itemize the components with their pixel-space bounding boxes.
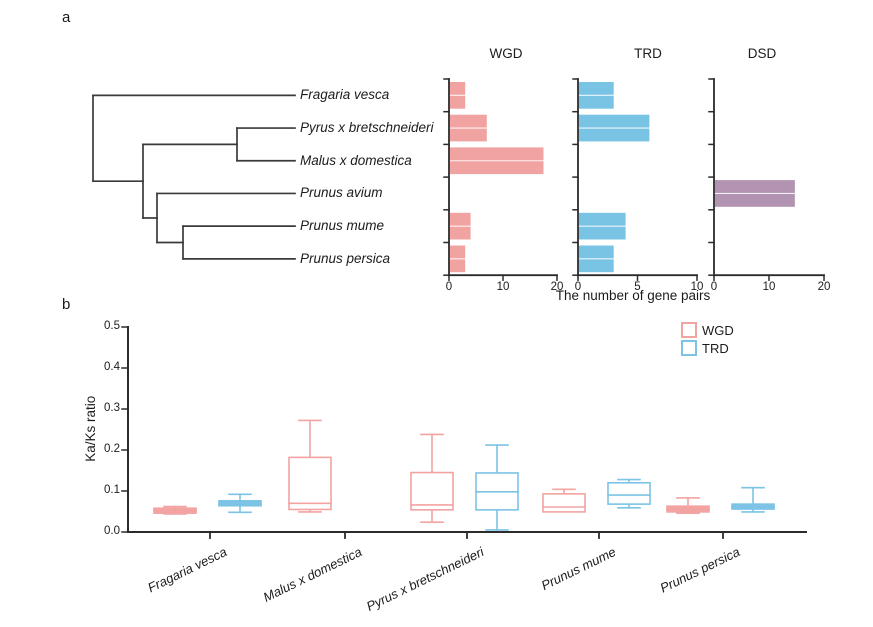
x-tick-label-trd-5: 5 [634,281,641,294]
panel-b-label: b [62,296,71,313]
legend-item-wgd: WGD [681,321,734,339]
species-label-5: Prunus persica [300,250,391,266]
boxplot-legend: WGD TRD [681,321,734,357]
x-tick-label-dsd-0: 0 [710,281,718,294]
species-label-4: Prunus mume [300,218,385,234]
y-tick-label-0.5: 0.5 [104,320,120,332]
boxplot-wgd-1-box [288,456,332,511]
x-tick-label-trd-10: 10 [690,281,704,294]
y-tick-label-0.3: 0.3 [104,402,120,414]
legend-item-trd: TRD [681,339,734,357]
boxplot-trd-3-box [607,481,651,505]
chart-title-dsd: DSD [747,46,777,61]
y-tick-label-0.0: 0.0 [104,525,120,537]
kaks-axis-title: Ka/Ks ratio [83,395,99,462]
x-tick-label-wgd-20: 20 [550,281,564,294]
legend-label-wgd: WGD [702,322,734,338]
x-tick-label-wgd-0: 0 [445,281,453,294]
legend-swatch-wgd-icon [681,322,697,338]
gene-pairs-axis-title: The number of gene pairs [555,288,711,303]
chart-title-wgd: WGD [489,46,523,61]
x-tick-label-dsd-20: 20 [817,281,831,294]
species-label-0: Fragaria vesca [300,87,390,103]
panel-a-label: a [62,9,71,26]
legend-label-trd: TRD [702,340,729,356]
x-tick-label-dsd-10: 10 [762,281,776,294]
chart-title-trd: TRD [634,46,662,61]
boxplot-wgd-2-box [410,471,454,511]
species-label-3: Prunus avium [300,185,383,201]
y-tick-label-0.2: 0.2 [104,443,120,455]
x-tick-label-wgd-10: 10 [496,281,510,294]
species-label-1: Pyrus x bretschneideri [300,120,434,136]
x-tick-label-trd-0: 0 [574,281,582,294]
legend-swatch-trd-icon [681,340,697,356]
boxplot-wgd-3-box [542,493,586,513]
y-tick-label-0.4: 0.4 [104,361,120,373]
y-tick-label-0.1: 0.1 [104,484,120,496]
species-label-2: Malus x domestica [300,152,412,168]
